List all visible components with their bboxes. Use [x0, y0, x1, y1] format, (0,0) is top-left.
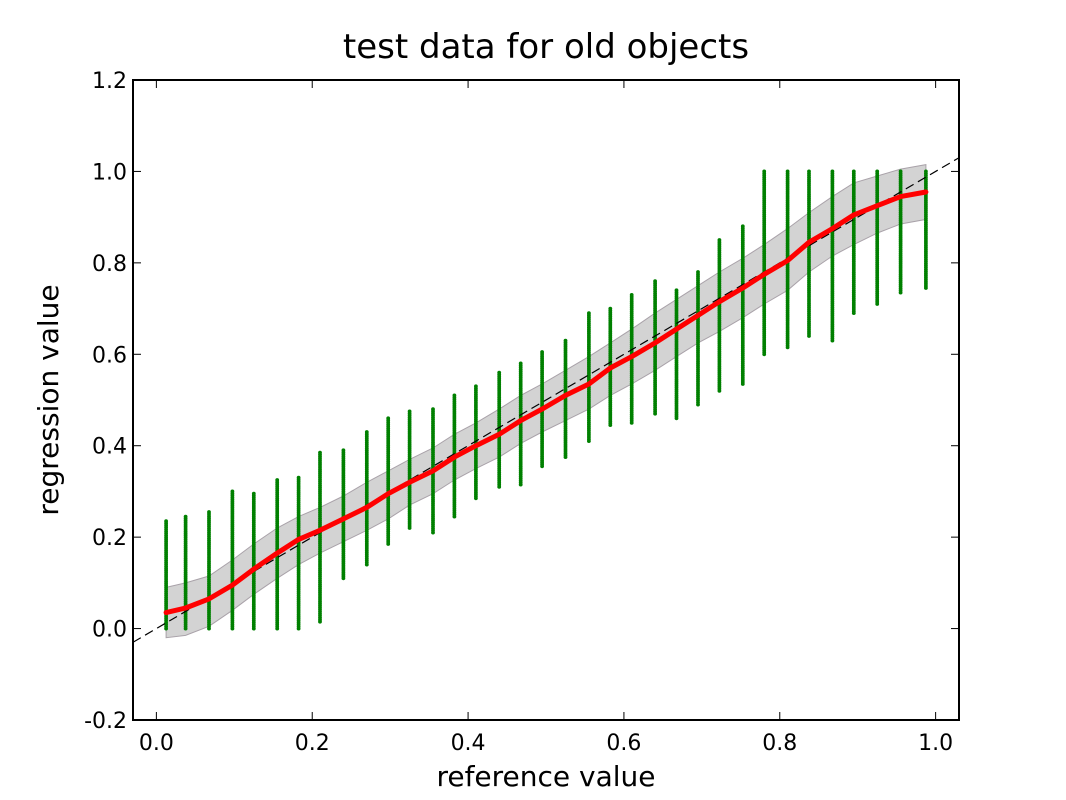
scatter-point — [407, 409, 412, 414]
scatter-point — [807, 169, 811, 174]
identity-line — [133, 157, 959, 643]
scatter-point — [386, 416, 391, 421]
scatter-point — [318, 450, 322, 455]
mean-line — [163, 189, 929, 616]
y-tick-label: 0.2 — [92, 526, 127, 551]
x-tick-label: 0.4 — [451, 731, 486, 756]
scatter-point — [875, 169, 880, 174]
scatter-point — [183, 514, 188, 519]
y-tick-label: 0.0 — [92, 618, 127, 643]
scatter-point — [275, 478, 280, 482]
scatter-point — [207, 510, 211, 514]
scatter-point — [364, 430, 369, 434]
y-tick-label: 0.8 — [92, 252, 127, 277]
scatter-point — [898, 169, 903, 174]
scatter-point — [740, 224, 745, 229]
scatter-point — [452, 393, 457, 398]
scatter-point — [540, 350, 544, 354]
y-tick-label: 1.2 — [92, 69, 127, 94]
y-tick-label: -0.2 — [84, 709, 127, 734]
scatter-point — [785, 169, 790, 174]
scatter-point — [924, 169, 928, 174]
scatter-points — [164, 169, 928, 631]
x-tick-label: 0.8 — [762, 731, 797, 756]
scatter-point — [696, 270, 700, 274]
scatter-point — [518, 361, 523, 366]
plot-frame — [132, 79, 960, 721]
scatter-point — [164, 519, 169, 523]
scatter-point — [674, 288, 679, 293]
x-axis-label: reference value — [436, 760, 655, 793]
scatter-point — [830, 169, 835, 174]
scatter-point — [431, 407, 435, 411]
y-axis-ticks: -0.2 0.0 0.2 0.4 0.6 0.8 1.0 1.2 — [84, 69, 959, 734]
scatter-point — [251, 491, 256, 496]
y-tick-label: 1.0 — [92, 160, 127, 185]
scatter-point — [629, 293, 634, 297]
scatter-point — [587, 311, 591, 315]
x-tick-label: 0.0 — [139, 731, 174, 756]
scatter-point — [608, 306, 613, 311]
chart-title: test data for old objects — [343, 27, 749, 67]
x-axis-ticks: 0.0 0.2 0.4 0.6 0.8 1.0 — [139, 80, 953, 756]
scatter-point — [474, 384, 478, 389]
y-tick-label: 0.6 — [92, 343, 127, 368]
y-tick-label: 0.4 — [92, 435, 127, 460]
std-band — [165, 164, 927, 639]
scatter-point — [341, 448, 346, 453]
scatter-point — [230, 489, 235, 494]
x-tick-label: 1.0 — [918, 731, 953, 756]
scatter-point — [497, 370, 502, 375]
x-tick-label: 0.2 — [295, 731, 330, 756]
scatter-point — [717, 238, 722, 242]
x-tick-label: 0.6 — [606, 731, 641, 756]
y-axis-label: regression value — [32, 284, 65, 515]
scatter-point — [563, 338, 568, 343]
scatter-point — [851, 169, 856, 174]
plot-area — [133, 157, 959, 643]
scatter-point — [653, 279, 657, 283]
scatter-point — [296, 475, 301, 480]
scatter-point — [762, 169, 767, 174]
